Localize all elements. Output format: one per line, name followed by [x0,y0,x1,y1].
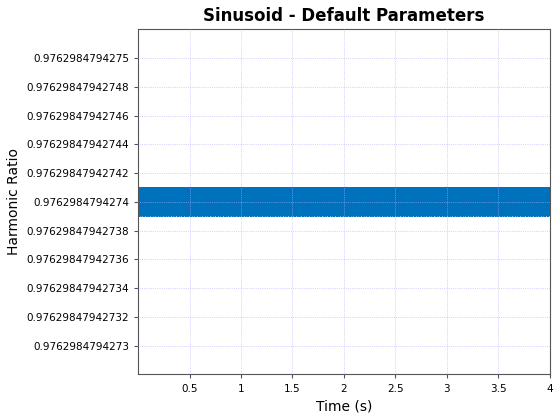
Title: Sinusoid - Default Parameters: Sinusoid - Default Parameters [203,7,484,25]
X-axis label: Time (s): Time (s) [316,399,372,413]
Y-axis label: Harmonic Ratio: Harmonic Ratio [7,148,21,255]
